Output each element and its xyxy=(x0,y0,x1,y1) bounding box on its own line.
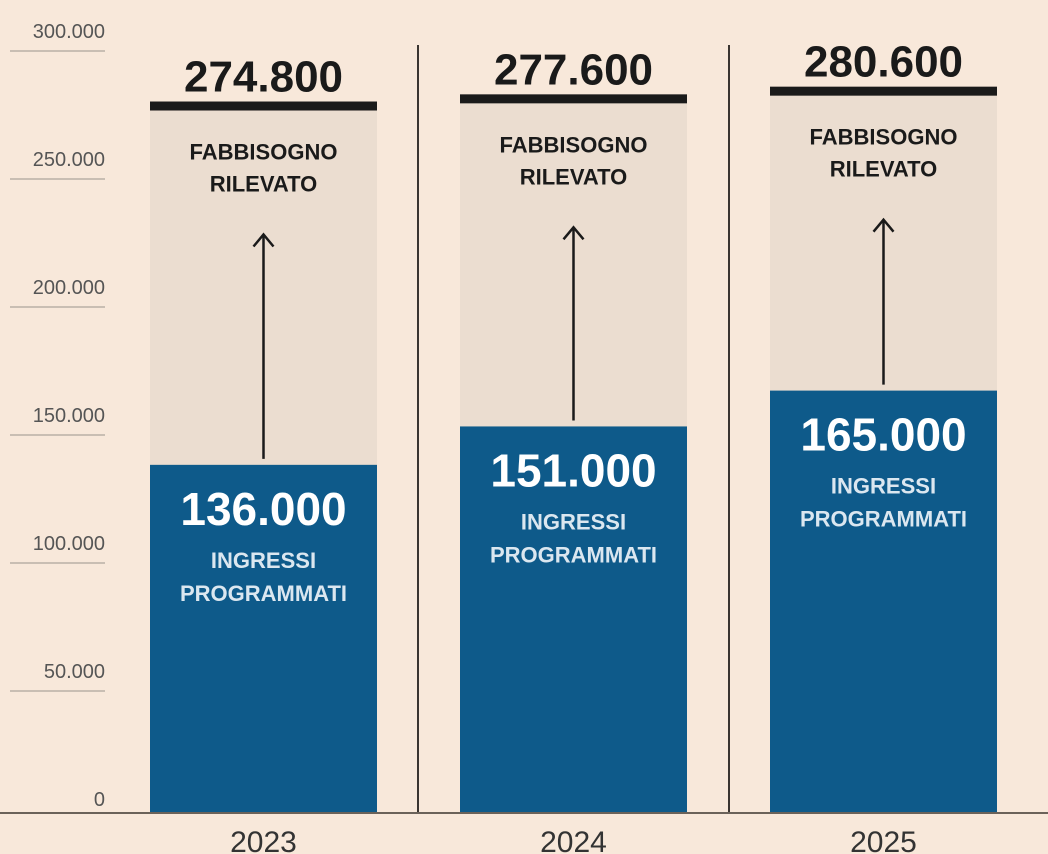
y-tick-label: 200.000 xyxy=(33,277,105,299)
ingressi-value-label: 136.000 xyxy=(180,483,346,535)
fabbisogno-series-label: FABBISOGNO xyxy=(190,140,338,165)
fabbisogno-value-label: 280.600 xyxy=(804,38,963,87)
fabbisogno-marker xyxy=(770,86,997,96)
ingressi-series-label: INGRESSI xyxy=(831,474,936,499)
fabbisogno-series-label: RILEVATO xyxy=(830,157,938,182)
arrow-head-icon xyxy=(562,225,585,241)
arrow-head-icon xyxy=(252,232,275,248)
y-tick-label: 50.000 xyxy=(44,661,105,683)
fabbisogno-value-label: 277.600 xyxy=(494,45,653,94)
ingressi-series-label: INGRESSI xyxy=(211,548,316,573)
bar-group-2025: 280.600 FABBISOGNO RILEVATO 165.000 INGRESSI… xyxy=(770,38,997,813)
fabbisogno-series-label: RILEVATO xyxy=(520,164,628,189)
ingressi-series-label: PROGRAMMATI xyxy=(800,507,967,532)
y-axis: 0 50.000 100.000 150.000 200.000 250.000 300.0… xyxy=(10,21,105,811)
ingressi-value-label: 151.000 xyxy=(490,444,656,496)
ingressi-series-label: PROGRAMMATI xyxy=(180,581,347,606)
ingressi-bar xyxy=(770,390,997,813)
y-tick-label: 250.000 xyxy=(33,149,105,171)
fabbisogno-series-label: RILEVATO xyxy=(210,172,318,197)
arrow-head-icon xyxy=(872,217,895,233)
ingressi-value-label: 165.000 xyxy=(800,409,966,461)
fabbisogno-marker xyxy=(460,94,687,104)
fabbisogno-marker xyxy=(150,101,377,111)
x-tick-label: 2024 xyxy=(540,826,607,854)
bar-group-2023: 274.800 FABBISOGNO RILEVATO 136.000 INGRESSI… xyxy=(150,53,377,813)
x-tick-label: 2025 xyxy=(850,826,917,854)
fabbisogno-value-label: 274.800 xyxy=(184,53,343,102)
x-tick-label: 2023 xyxy=(230,826,297,854)
fabbisogno-series-label: FABBISOGNO xyxy=(500,132,648,157)
bar-groups: 274.800 FABBISOGNO RILEVATO 136.000 INGRESSI… xyxy=(150,38,997,814)
bar-group-2024: 277.600 FABBISOGNO RILEVATO 151.000 INGRESSI… xyxy=(460,45,687,814)
ingressi-series-label: PROGRAMMATI xyxy=(490,542,657,567)
y-tick-label: 150.000 xyxy=(33,405,105,427)
y-tick-label: 100.000 xyxy=(33,533,105,555)
y-tick-label: 0 xyxy=(94,789,105,811)
y-tick-label: 300.000 xyxy=(33,21,105,43)
x-axis: 2023 2024 2025 xyxy=(230,826,917,854)
column-separators xyxy=(417,45,730,813)
ingressi-series-label: INGRESSI xyxy=(521,509,626,534)
fabbisogno-series-label: FABBISOGNO xyxy=(810,125,958,150)
ingressi-bar xyxy=(150,464,377,813)
ingressi-bar xyxy=(460,426,687,813)
